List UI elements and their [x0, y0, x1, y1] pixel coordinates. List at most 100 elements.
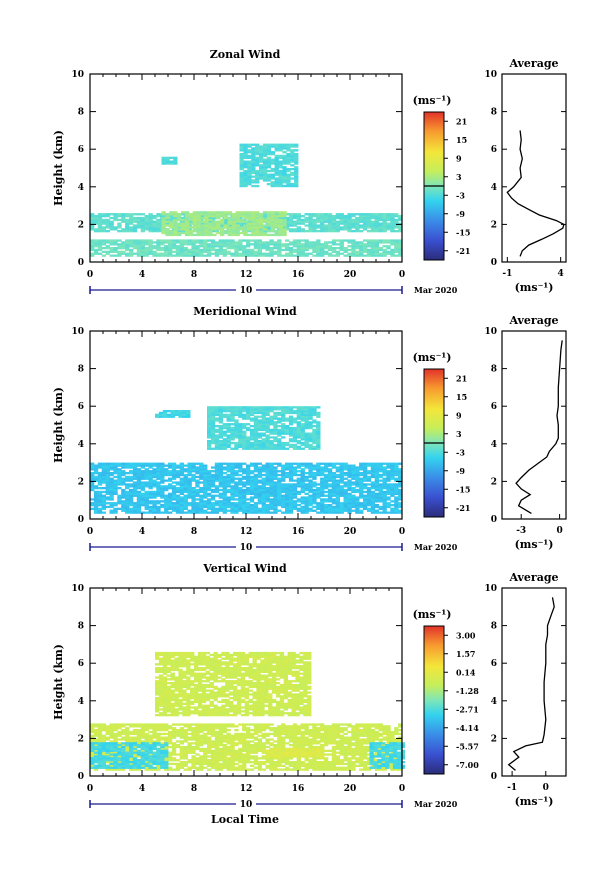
heatmap-cell	[195, 462, 200, 465]
heatmap-cell	[242, 502, 247, 505]
heatmap-cell	[262, 149, 268, 152]
heatmap-cell	[156, 248, 161, 252]
heatmap-cell	[327, 222, 333, 225]
heatmap-cell	[243, 164, 248, 167]
heatmap-cell	[324, 485, 329, 488]
heatmap-cell	[90, 736, 95, 739]
heatmap-cell	[316, 421, 321, 424]
heatmap-cell	[347, 226, 352, 229]
heatmap-cell	[144, 224, 149, 227]
heatmap-cell	[359, 496, 364, 499]
heatmap-cell	[191, 462, 196, 465]
heatmap-cell	[390, 215, 395, 218]
heatmap-cell	[171, 487, 177, 490]
heatmap-cell	[160, 505, 165, 509]
heatmap-cell	[327, 218, 333, 222]
heatmap-cell	[308, 426, 313, 430]
heatmap-cell	[308, 247, 313, 250]
heatmap-cell	[204, 218, 209, 222]
panel-title: Vertical Wind	[202, 562, 287, 575]
heatmap-cell	[195, 472, 200, 475]
heatmap-cell	[117, 496, 122, 499]
heatmap-cell	[183, 252, 188, 255]
heatmap-cell	[335, 483, 340, 486]
heatmap-cell	[249, 505, 255, 509]
heatmap-cell	[261, 507, 266, 510]
heatmap-cell	[296, 426, 301, 430]
heatmap-cell	[246, 504, 251, 507]
heatmap-cell	[285, 443, 290, 447]
heatmap-cell	[169, 230, 174, 233]
heatmap-cell	[265, 247, 270, 250]
heatmap-cell	[242, 218, 247, 222]
heatmap-cell	[249, 472, 255, 475]
heatmap-cell	[265, 468, 270, 471]
heatmap-cell	[129, 736, 134, 739]
heatmap-cell	[390, 218, 395, 222]
heatmap-cell	[203, 473, 208, 477]
heatmap-cell	[359, 230, 364, 233]
heatmap-cell	[312, 464, 317, 467]
heatmap-cell	[300, 239, 305, 242]
heatmap-cell	[355, 477, 360, 480]
heatmap-cell	[312, 220, 317, 223]
heatmap-cell	[282, 184, 287, 188]
heatmap-cell	[105, 736, 110, 739]
heatmap-cell	[187, 468, 192, 471]
heatmap-cell	[152, 252, 157, 255]
heatmap-cell	[199, 507, 204, 510]
heatmap-cell	[165, 230, 170, 233]
heatmap-cell	[171, 485, 177, 488]
heatmap-cell	[195, 492, 200, 495]
heatmap-cell	[160, 481, 165, 484]
heatmap-cell	[222, 438, 227, 441]
heatmap-cell	[390, 224, 395, 227]
heatmap-cell	[227, 218, 233, 222]
heatmap-cell	[199, 504, 204, 507]
heatmap-cell	[253, 411, 259, 415]
heatmap-cell	[242, 477, 247, 480]
heatmap-cell	[351, 472, 356, 475]
heatmap-cell	[316, 252, 321, 255]
heatmap-cell	[282, 181, 287, 184]
heatmap-cell	[129, 250, 134, 253]
heatmap-cell	[265, 496, 270, 499]
heatmap-cell	[288, 406, 294, 409]
heatmap-cell	[196, 226, 201, 229]
heatmap-cell	[117, 727, 122, 730]
heatmap-cell	[378, 462, 383, 465]
heatmap-cell	[165, 231, 170, 235]
heatmap-cell	[207, 434, 212, 437]
heatmap-cell	[105, 473, 110, 477]
heatmap-cell	[285, 475, 290, 479]
heatmap-cell	[113, 228, 118, 231]
heatmap-cell	[121, 509, 126, 512]
heatmap-cell	[363, 500, 368, 503]
heatmap-cell	[136, 247, 142, 250]
heatmap-cell	[214, 241, 220, 244]
heatmap-cell	[355, 466, 360, 469]
heatmap-cell	[140, 250, 145, 253]
heatmap-cell	[156, 213, 161, 216]
heatmap-cell	[117, 215, 122, 218]
heatmap-cell	[242, 511, 247, 514]
heatmap-cell	[253, 504, 259, 507]
heatmap-cell	[257, 411, 262, 415]
heatmap-cell	[173, 230, 178, 233]
heatmap-cell	[292, 472, 298, 475]
heatmap-cell	[156, 218, 161, 222]
heatmap-cell	[239, 215, 244, 218]
heatmap-cell	[121, 500, 126, 503]
heatmap-cell	[101, 507, 106, 510]
heatmap-cell	[132, 738, 138, 741]
heatmap-cell	[222, 410, 227, 413]
heatmap-cell	[262, 158, 268, 161]
heatmap-cell	[234, 411, 239, 415]
heatmap-cell	[164, 252, 169, 255]
heatmap-cell	[242, 504, 247, 507]
heatmap-cell	[394, 487, 399, 490]
heatmap-cell	[169, 156, 174, 159]
heatmap-cell	[93, 218, 99, 222]
heatmap-cell	[226, 440, 231, 443]
heatmap-cell	[125, 252, 130, 255]
